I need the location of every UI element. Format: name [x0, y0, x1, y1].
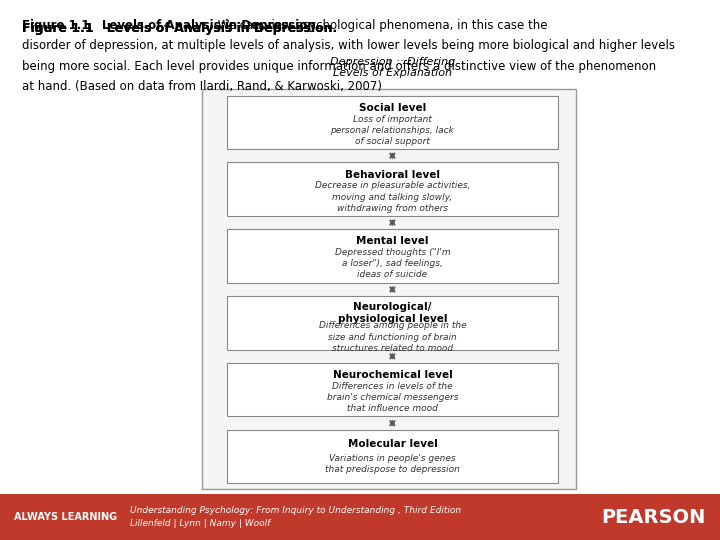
Bar	[0, 494, 720, 540]
Text: Variations in people's genes
that predispose to depression: Variations in people's genes that predis…	[325, 454, 460, 475]
Text: Understanding Psychology: From Inquiry to Understanding , Third Edition: Understanding Psychology: From Inquiry t…	[130, 506, 461, 515]
Text: PEARSON: PEARSON	[601, 508, 706, 526]
Bar	[227, 363, 558, 416]
Text: Differences among people in the
size and functioning of brain
structures related: Differences among people in the size and…	[318, 321, 467, 353]
Bar	[227, 163, 558, 216]
Text: at hand. (Based on data from Ilardi, Rand, & Karwoski, 2007): at hand. (Based on data from Ilardi, Ran…	[22, 80, 382, 93]
Text: Molecular level: Molecular level	[348, 439, 437, 449]
Bar	[227, 296, 558, 349]
Text: Neurochemical level: Neurochemical level	[333, 370, 452, 380]
Text: Loss of important
personal relationships, lack
of social support: Loss of important personal relationships…	[330, 114, 454, 146]
Text: Lillenfeld | Lynn | Namy | Woolf: Lillenfeld | Lynn | Namy | Woolf	[130, 519, 270, 528]
Text: ALWAYS LEARNING: ALWAYS LEARNING	[14, 512, 117, 522]
Text: Mental level: Mental level	[356, 237, 428, 246]
Text: Depressed thoughts ("I'm
a loser"), sad feelings,
ideas of suicide: Depressed thoughts ("I'm a loser"), sad …	[335, 248, 450, 280]
Bar	[227, 96, 558, 149]
Bar	[202, 89, 576, 489]
Text: Figure 1.1   Levels of Analysis in Depression.: Figure 1.1 Levels of Analysis in Depress…	[22, 19, 320, 32]
Text: Neurological/
physiological level: Neurological/ physiological level	[338, 302, 447, 323]
Text: Social level: Social level	[359, 103, 426, 113]
Bar	[227, 430, 558, 483]
Text: Decrease in pleasurable activities,
moving and talking slowly,
withdrawing from : Decrease in pleasurable activities, movi…	[315, 181, 470, 213]
Text: Behavioral level: Behavioral level	[345, 170, 440, 180]
Text: Figure 1.1   Levels of Analysis in Depression.: Figure 1.1 Levels of Analysis in Depress…	[22, 22, 337, 35]
Text: Depression :: Differing
Levels of Explanation: Depression :: Differing Levels of Explan…	[330, 57, 455, 78]
Text: Figure 1.1   Levels of Analysis in Depression.: Figure 1.1 Levels of Analysis in Depress…	[22, 22, 337, 35]
Text: We can view psychological phenomena, in this case the: We can view psychological phenomena, in …	[214, 19, 547, 32]
Bar	[227, 230, 558, 283]
Text: Differences in levels of the
brain's chemical messengers
that influence mood: Differences in levels of the brain's che…	[327, 382, 458, 413]
Text: disorder of depression, at multiple levels of analysis, with lower levels being : disorder of depression, at multiple leve…	[22, 39, 675, 52]
Text: being more social. Each level provides unique information and offers a distincti: being more social. Each level provides u…	[22, 60, 656, 73]
